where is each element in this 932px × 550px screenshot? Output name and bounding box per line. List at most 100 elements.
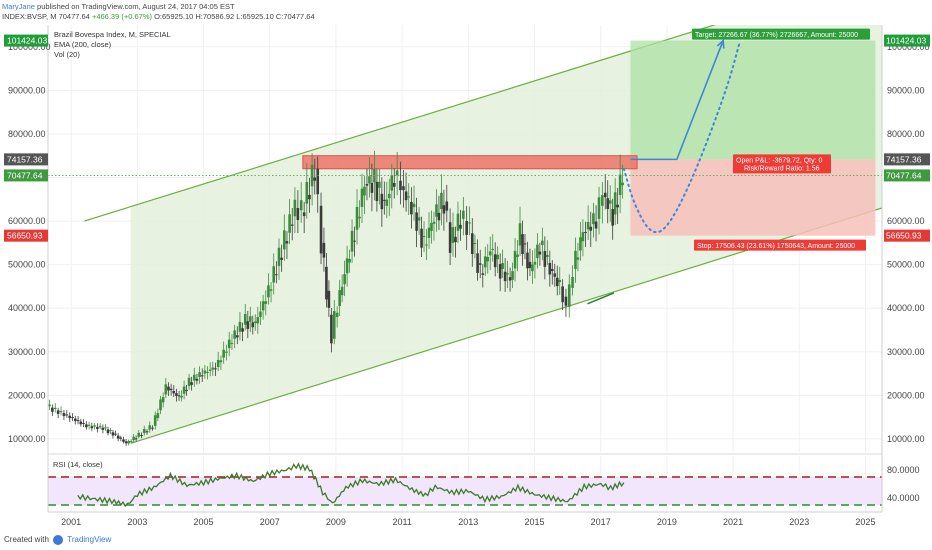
symbol: INDEX:BVSP, M — [2, 12, 57, 21]
ohlc-values: O:65925.10 H:70586.92 L:65925.10 C:70477… — [154, 12, 315, 21]
candle-body — [454, 236, 457, 243]
candle-body — [293, 199, 297, 217]
candle-body — [498, 264, 502, 279]
candle-body — [313, 177, 317, 181]
candle-body — [299, 200, 303, 211]
candle-body — [259, 311, 262, 317]
candle-body — [543, 251, 547, 267]
price-tag-left-text: 70477.64 — [7, 170, 43, 180]
candle-body — [470, 233, 474, 255]
candle-body — [493, 254, 497, 268]
candle-body — [62, 413, 66, 417]
target-label: Target: 27266.67 (36.77%) 2726667, Amoun… — [695, 32, 858, 39]
candle-body — [387, 193, 391, 199]
candle-body — [448, 222, 452, 253]
resistance-zone[interactable] — [302, 155, 638, 170]
rsi-title: RSI (14, close) — [53, 460, 103, 469]
candle-body — [206, 371, 209, 373]
candle-body — [343, 274, 346, 285]
published-text: published on TradingView.com, August 24,… — [37, 2, 235, 11]
candle-body — [267, 285, 270, 298]
candle-body — [410, 201, 413, 215]
candle-body — [93, 425, 96, 427]
y-tick-label-right: 80000.00 — [887, 129, 925, 139]
candle-body — [172, 391, 176, 394]
candle-body — [53, 407, 57, 409]
candle-body — [496, 254, 499, 260]
y-tick-label-right: 10000.00 — [887, 434, 925, 444]
price-plot — [48, 0, 882, 446]
candle-body — [182, 386, 186, 394]
x-tick-label: 2009 — [326, 517, 346, 527]
candle-body — [541, 240, 544, 246]
candle-body — [553, 273, 557, 277]
projection-dotted-path[interactable] — [622, 41, 741, 234]
legend-title[interactable]: Brazil Bovespa Index, M, SPECIAL — [54, 30, 171, 39]
candle-body — [330, 314, 333, 344]
y-tick-label-left: 10000.00 — [8, 434, 46, 444]
x-tick-label: 2003 — [127, 517, 147, 527]
candle-body — [350, 230, 354, 252]
candle-body — [456, 213, 460, 231]
candle-body — [533, 261, 537, 265]
candle-body — [465, 221, 468, 235]
candle-body — [305, 182, 309, 204]
candle-body — [230, 342, 234, 344]
candle-body — [613, 192, 617, 215]
candle-body — [96, 426, 99, 430]
candle-body — [195, 378, 199, 381]
candle-body — [327, 290, 331, 308]
candle-body — [187, 377, 191, 387]
price-tag-right — [884, 229, 930, 242]
last-price: 70477.64 — [58, 12, 90, 21]
candle-body — [214, 368, 217, 370]
legend-ema[interactable]: EMA (200, close) — [54, 40, 112, 49]
candle-body — [156, 413, 160, 419]
candle-body — [363, 186, 366, 196]
author-link[interactable]: MaryJane — [2, 2, 35, 11]
candle-body — [606, 198, 610, 209]
candle-body — [127, 441, 130, 444]
candle-body — [277, 247, 281, 266]
candle-body — [151, 427, 154, 429]
candle-body — [513, 250, 517, 269]
y-tick-label-right: 30000.00 — [887, 347, 925, 357]
projection-arrow-line[interactable] — [630, 40, 724, 161]
candle-body — [380, 193, 384, 210]
tradingview-link[interactable]: TradingView — [67, 535, 112, 545]
candle-body — [180, 395, 183, 398]
candle-body — [106, 429, 110, 434]
candle-body — [296, 208, 300, 221]
rsi-line[interactable] — [77, 462, 625, 508]
y-tick-label-left: 20000.00 — [8, 390, 46, 400]
projection-arrowhead — [716, 38, 725, 49]
y-tick-label-left: 100000.00 — [8, 42, 51, 52]
candle-body — [616, 204, 619, 208]
candle-body — [516, 254, 519, 258]
target-zone[interactable] — [630, 40, 876, 160]
candle-body — [459, 224, 462, 229]
candle-body — [192, 374, 196, 381]
candle-body — [134, 438, 138, 440]
candle-body — [142, 429, 146, 434]
candle-body — [222, 349, 225, 358]
footer: Created with TradingView — [4, 535, 111, 545]
x-tick-label: 2001 — [61, 517, 81, 527]
y-tick-label-left: 60000.00 — [8, 216, 46, 226]
candle-body — [177, 395, 181, 397]
channel-upper-line[interactable] — [84, 0, 882, 222]
candle-body — [521, 234, 524, 255]
candle-body — [430, 222, 433, 231]
candle-body — [365, 184, 369, 186]
support-stroke[interactable] — [587, 292, 615, 305]
price-tag-right-text: 56650.93 — [886, 231, 922, 241]
candle-body — [167, 386, 170, 391]
candle-body — [190, 382, 193, 385]
price-tag-right — [884, 153, 930, 166]
candle-body — [358, 216, 361, 219]
candle-body — [109, 430, 112, 432]
candle-body — [140, 434, 143, 436]
legend-vol[interactable]: Vol (20) — [54, 50, 80, 59]
y-tick-label-right: 20000.00 — [887, 390, 925, 400]
candle-body — [558, 279, 562, 283]
